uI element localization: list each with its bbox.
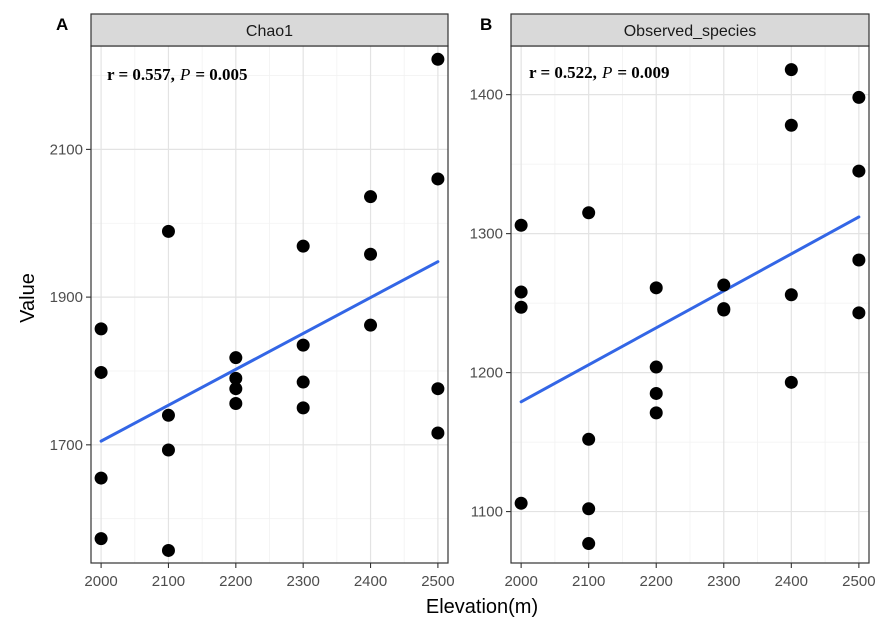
data-point [514, 285, 528, 299]
data-point [852, 164, 866, 178]
facet-strip-label: Chao1 [246, 23, 293, 40]
annotation-r: r = 0.557, [107, 65, 175, 84]
y-tick-label: 1100 [471, 504, 503, 521]
data-point [161, 443, 175, 457]
correlation-annotation: r = 0.522, P = 0.009 [529, 63, 670, 82]
annotation-p-symbol: P [601, 63, 612, 82]
x-tick-label: 2300 [707, 573, 740, 590]
data-point [94, 532, 108, 546]
data-point [784, 375, 798, 389]
data-point [94, 322, 108, 336]
panel-tag: A [56, 15, 68, 34]
y-tick-label: 1200 [470, 365, 503, 382]
data-point [296, 338, 310, 352]
data-point [784, 63, 798, 77]
x-tick-label: 2200 [219, 573, 252, 590]
facet-strip-label: Observed_species [624, 23, 757, 40]
data-point [94, 365, 108, 379]
y-tick-label: 2100 [50, 141, 83, 158]
x-tick-label: 2000 [504, 573, 537, 590]
facet-strip [510, 13, 870, 47]
data-point [784, 288, 798, 302]
annotation-p: = 0.005 [195, 65, 247, 84]
data-point [649, 281, 663, 295]
panel-chao1: Chao1 Ar = 0.557, P = 0.005 2000 2100 2200 2300… [50, 13, 455, 590]
regression-line [99, 260, 440, 443]
data-point [431, 426, 445, 440]
data-point [296, 375, 310, 389]
data-point [431, 172, 445, 186]
x-tick-label: 2300 [286, 573, 319, 590]
data-point [649, 360, 663, 374]
data-point [649, 386, 663, 400]
data-point [582, 206, 596, 220]
x-tick-label: 2400 [775, 573, 808, 590]
data-point [431, 52, 445, 66]
data-point [649, 406, 663, 420]
data-point [161, 224, 175, 238]
data-point [514, 300, 528, 314]
x-tick-label: 2500 [842, 573, 875, 590]
data-point [229, 351, 243, 365]
y-tick-label: 1400 [470, 87, 503, 104]
y-tick-label: 1900 [50, 289, 83, 306]
data-point [717, 278, 731, 292]
data-point [161, 408, 175, 422]
data-point [582, 502, 596, 516]
data-point [364, 318, 378, 332]
data-point [94, 471, 108, 485]
data-point [431, 382, 445, 396]
y-axis-title: Value [17, 273, 39, 323]
data-point [852, 253, 866, 267]
y-tick-label: 1300 [470, 226, 503, 243]
x-tick-label: 2400 [354, 573, 387, 590]
annotation-p: = 0.009 [617, 63, 669, 82]
annotation-p-symbol: P [179, 65, 190, 84]
data-point [296, 239, 310, 253]
data-point [852, 306, 866, 320]
data-point [364, 247, 378, 261]
x-tick-label: 2100 [572, 573, 605, 590]
x-tick-label: 2100 [152, 573, 185, 590]
data-point [229, 382, 243, 396]
correlation-annotation: r = 0.557, P = 0.005 [107, 65, 248, 84]
data-point [514, 218, 528, 232]
data-point [582, 432, 596, 446]
data-point [296, 401, 310, 415]
data-point [852, 90, 866, 104]
regression-line [519, 215, 861, 404]
x-axis-title: Elevation(m) [426, 596, 538, 618]
x-tick-label: 2000 [84, 573, 117, 590]
y-tick-label: 1700 [50, 437, 83, 454]
panel-tag: B [480, 15, 492, 34]
data-point [229, 371, 243, 385]
data-point [582, 537, 596, 551]
data-point [364, 190, 378, 204]
x-tick-label: 2500 [421, 573, 454, 590]
x-tick-label: 2200 [640, 573, 673, 590]
data-point [229, 396, 243, 410]
panel-observed-species: Observed_species Br = 0.522, P = 0.009 2000 2… [470, 13, 875, 590]
facet-strip [90, 13, 449, 47]
data-point [717, 303, 731, 317]
data-point [784, 118, 798, 132]
data-point [514, 496, 528, 510]
data-point [161, 543, 175, 557]
annotation-r: r = 0.522, [529, 63, 597, 82]
